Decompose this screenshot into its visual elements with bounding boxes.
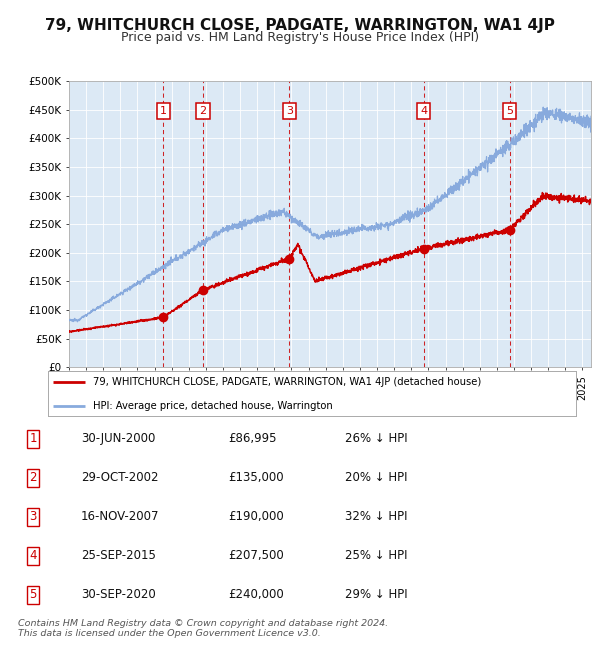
Text: 79, WHITCHURCH CLOSE, PADGATE, WARRINGTON, WA1 4JP: 79, WHITCHURCH CLOSE, PADGATE, WARRINGTO… (45, 18, 555, 32)
Text: Contains HM Land Registry data © Crown copyright and database right 2024.
This d: Contains HM Land Registry data © Crown c… (18, 619, 388, 638)
Text: HPI: Average price, detached house, Warrington: HPI: Average price, detached house, Warr… (93, 401, 332, 411)
Text: 3: 3 (29, 510, 37, 523)
Text: 29-OCT-2002: 29-OCT-2002 (81, 471, 158, 484)
Text: 4: 4 (29, 549, 37, 562)
Text: 30-JUN-2000: 30-JUN-2000 (81, 432, 155, 445)
Text: £86,995: £86,995 (228, 432, 277, 445)
Text: 79, WHITCHURCH CLOSE, PADGATE, WARRINGTON, WA1 4JP (detached house): 79, WHITCHURCH CLOSE, PADGATE, WARRINGTO… (93, 377, 481, 387)
Text: 25% ↓ HPI: 25% ↓ HPI (345, 549, 407, 562)
Text: 5: 5 (29, 588, 37, 601)
Text: 29% ↓ HPI: 29% ↓ HPI (345, 588, 407, 601)
Text: 25-SEP-2015: 25-SEP-2015 (81, 549, 156, 562)
Text: 2: 2 (29, 471, 37, 484)
Text: 1: 1 (160, 107, 167, 116)
Text: 4: 4 (420, 107, 427, 116)
Text: Price paid vs. HM Land Registry's House Price Index (HPI): Price paid vs. HM Land Registry's House … (121, 31, 479, 44)
Text: 5: 5 (506, 107, 513, 116)
Text: 1: 1 (29, 432, 37, 445)
Text: 20% ↓ HPI: 20% ↓ HPI (345, 471, 407, 484)
Text: 2: 2 (199, 107, 206, 116)
Text: £207,500: £207,500 (228, 549, 284, 562)
Text: 30-SEP-2020: 30-SEP-2020 (81, 588, 156, 601)
Text: 32% ↓ HPI: 32% ↓ HPI (345, 510, 407, 523)
Text: 16-NOV-2007: 16-NOV-2007 (81, 510, 160, 523)
Text: 3: 3 (286, 107, 293, 116)
Text: £135,000: £135,000 (228, 471, 284, 484)
Text: 26% ↓ HPI: 26% ↓ HPI (345, 432, 407, 445)
Text: £190,000: £190,000 (228, 510, 284, 523)
Text: £240,000: £240,000 (228, 588, 284, 601)
